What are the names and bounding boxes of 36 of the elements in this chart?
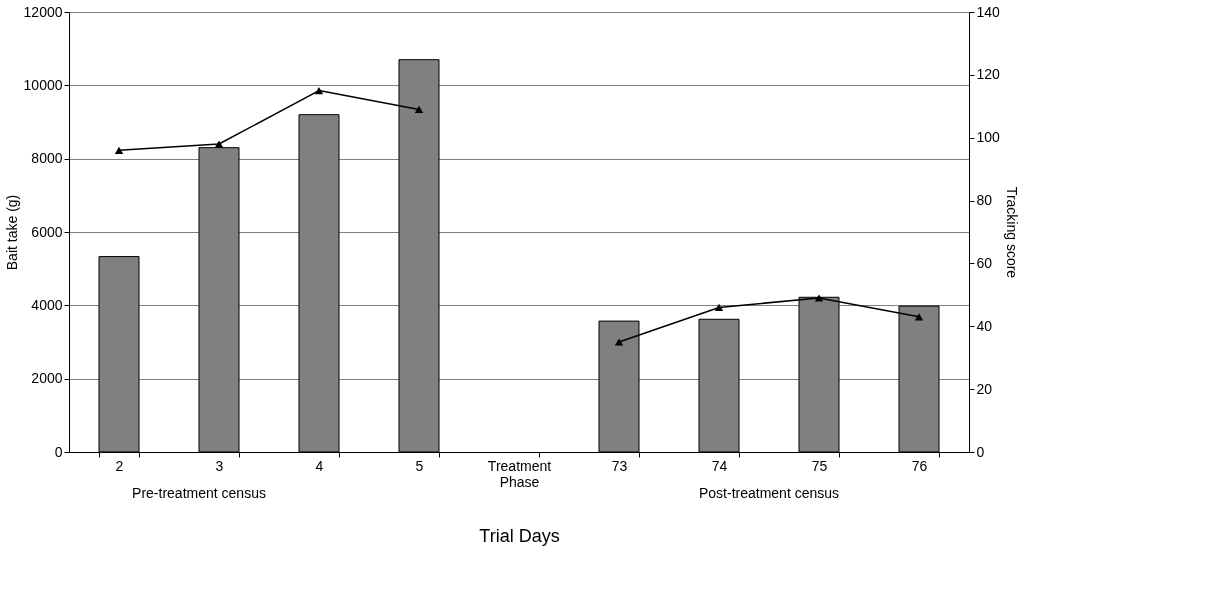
y2-tick-label: 20	[976, 380, 993, 397]
text: Pre-treatment census	[132, 485, 266, 501]
point	[614, 338, 624, 346]
y-tick-label: 0	[54, 443, 63, 460]
point	[214, 140, 224, 148]
text: Post-treatment census	[698, 485, 840, 501]
y2-tick-label: 120	[976, 66, 1001, 83]
point	[814, 294, 824, 302]
x-tick-label: 75	[811, 457, 828, 474]
x-axis-title: Trial Days	[479, 525, 560, 546]
y-tick-label: 6000	[31, 223, 63, 240]
y-axis-title: Bait take (g)	[3, 194, 20, 271]
x-tick-label: 74	[711, 457, 728, 474]
y2-tick-label: 80	[976, 192, 993, 209]
y2-axis-title: Tracking score	[1003, 186, 1020, 279]
y2-tick-label: 40	[976, 317, 993, 334]
x-tick-label: 3	[215, 457, 224, 474]
y-tick-label: 10000	[23, 76, 63, 93]
point	[414, 105, 424, 114]
x-tick-label: 5	[415, 457, 424, 474]
x-tick-label: 76	[911, 457, 928, 474]
y2-tick-label: 0	[976, 443, 985, 460]
x-tick-label: 4	[315, 457, 324, 474]
point	[714, 303, 724, 312]
y2-tick-label: 60	[976, 254, 993, 271]
y2-tick-label: 100	[976, 129, 1001, 146]
point	[114, 146, 124, 154]
x-tick-label: 2	[115, 457, 124, 474]
y-tick-label: 4000	[31, 296, 63, 313]
x-tick-label: Treatment Phase	[487, 457, 552, 490]
y-tick-label: 2000	[31, 370, 63, 387]
y2-tick-label: 140	[976, 3, 1001, 20]
x-tick-label: 73	[611, 457, 628, 474]
point	[314, 86, 324, 95]
y-tick-label: 8000	[31, 150, 63, 167]
y-tick-label: 12000	[23, 3, 63, 20]
